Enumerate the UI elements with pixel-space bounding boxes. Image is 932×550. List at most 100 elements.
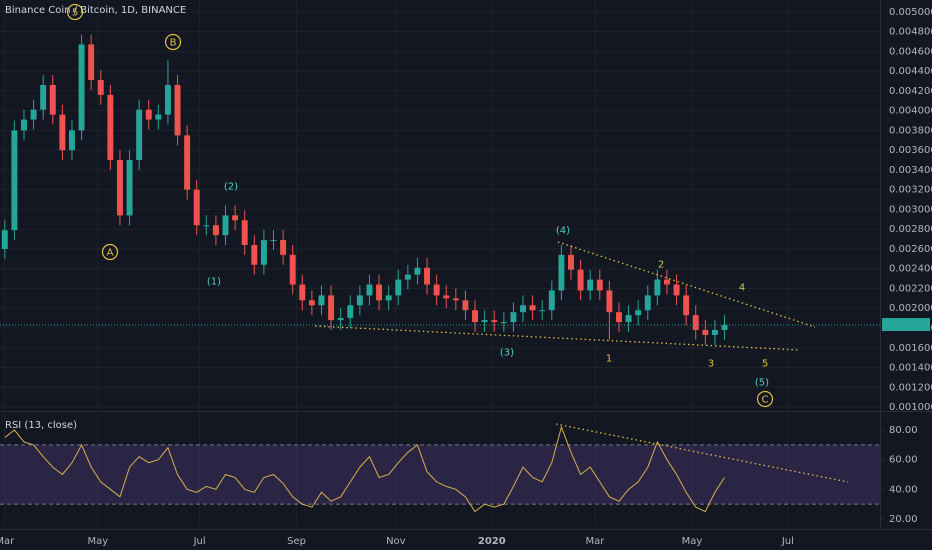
y-tick-label: 0.0036000 — [889, 145, 932, 156]
y-tick-label: 0.0014000 — [889, 363, 932, 374]
candle-body — [174, 84, 181, 136]
candle-body — [663, 279, 670, 285]
candle-body — [711, 329, 718, 335]
candle-body — [625, 315, 632, 323]
candle-body — [616, 312, 622, 323]
annotation: A — [107, 248, 114, 259]
candle-body — [376, 284, 383, 301]
y-tick-label: 80.00 — [889, 425, 918, 436]
candle-body — [193, 189, 200, 226]
candle-body — [241, 220, 248, 246]
y-tick-label: 0.0050000 — [889, 7, 932, 18]
annotation: (4) — [556, 226, 570, 237]
candle-body — [107, 94, 114, 161]
annotation-circle — [756, 390, 774, 408]
candle-body — [385, 295, 392, 301]
candle-body — [395, 279, 402, 296]
candle-body — [452, 298, 459, 301]
x-tick-label: Jul — [781, 536, 794, 547]
annotation: 4 — [739, 283, 745, 294]
candle-body — [318, 295, 325, 306]
candle-body — [1, 230, 8, 249]
candle-body — [692, 315, 699, 330]
y-tick-label: 0.0046000 — [889, 46, 932, 57]
candle-body — [97, 80, 104, 95]
candle-body — [529, 305, 536, 311]
axis-labels: Mar May Jul Sep Nov 2020 Mar May Jul 0.0010000 0.0… — [0, 7, 932, 547]
x-tick-label: May — [88, 536, 109, 547]
candle-body — [337, 318, 344, 321]
annotation: 1 — [606, 354, 612, 365]
candle-body — [404, 274, 411, 280]
candle-body — [683, 295, 690, 316]
candle-body — [328, 295, 335, 321]
candle-body — [596, 279, 603, 291]
x-tick-label: Nov — [386, 536, 406, 547]
candle-body — [443, 295, 450, 299]
y-tick-label: 0.0034000 — [889, 165, 932, 176]
candle-body — [88, 44, 95, 81]
y-tick-label: 0.0020000 — [889, 303, 932, 314]
candle-body — [164, 84, 171, 115]
chart-title: Binance Coin / Bitcoin, 1D, BINANCE — [5, 5, 186, 16]
y-tick-label: 0.0016000 — [889, 343, 932, 354]
candle-body — [673, 284, 680, 296]
candle-body — [270, 240, 277, 242]
candle-body — [356, 295, 363, 306]
annotation: 3 — [708, 359, 714, 370]
candle-body — [184, 135, 191, 190]
y-tick-label: 0.0042000 — [889, 86, 932, 97]
y-tick-label: 0.0032000 — [889, 185, 932, 196]
annotation-circle — [101, 243, 119, 261]
candle-body — [500, 322, 507, 324]
y-tick-label: 0.0040000 — [889, 106, 932, 117]
candle-body — [721, 325, 728, 330]
annotation: (5) — [755, 378, 769, 389]
y-tick-label: 0.0030000 — [889, 204, 932, 215]
candle-body — [203, 225, 210, 227]
x-tick-label: Mar — [0, 536, 15, 547]
annotation-circle — [164, 33, 182, 51]
candle-body — [251, 245, 258, 265]
candle-body — [155, 114, 162, 120]
annotation: (1) — [207, 277, 221, 288]
candle-body — [116, 160, 123, 216]
candle-body — [299, 284, 306, 301]
y-tick-label: 0.0044000 — [889, 66, 932, 77]
annotation: 2 — [658, 260, 664, 271]
candle-body — [462, 300, 469, 311]
last-price-tag — [882, 318, 930, 332]
candle-body — [11, 130, 18, 231]
candle-body — [222, 215, 229, 236]
candle-body — [606, 290, 613, 313]
candle-body — [212, 225, 219, 236]
candle-body — [587, 279, 594, 291]
x-tick-label: 2020 — [478, 536, 506, 547]
candle-body — [510, 312, 517, 323]
y-tick-label: 0.0010000 — [889, 402, 932, 413]
annotation: B — [170, 38, 177, 49]
candle-body — [366, 284, 373, 296]
candle-body — [30, 109, 37, 120]
candle-body — [635, 310, 642, 316]
candle-body — [49, 84, 56, 115]
trend-line — [555, 423, 849, 483]
y-tick-label: 0.0048000 — [889, 27, 932, 38]
grid — [0, 0, 884, 527]
annotation: 5 — [72, 8, 78, 19]
x-tick-label: Sep — [287, 536, 306, 547]
y-tick-label: 60.00 — [889, 455, 918, 466]
rsi-title: RSI (13, close) — [5, 420, 77, 431]
y-tick-label: 0.0028000 — [889, 224, 932, 235]
trend-line — [557, 241, 816, 328]
candle-body — [654, 279, 661, 296]
candle-body — [577, 269, 584, 291]
candle-body — [280, 240, 287, 255]
candle-body — [136, 109, 143, 161]
candle-body — [21, 119, 27, 131]
y-tick-label: 0.0022000 — [889, 283, 932, 294]
x-tick-label: Mar — [586, 536, 606, 547]
candle-body — [260, 240, 267, 265]
candle-body — [481, 320, 488, 323]
candle-body — [472, 310, 479, 323]
